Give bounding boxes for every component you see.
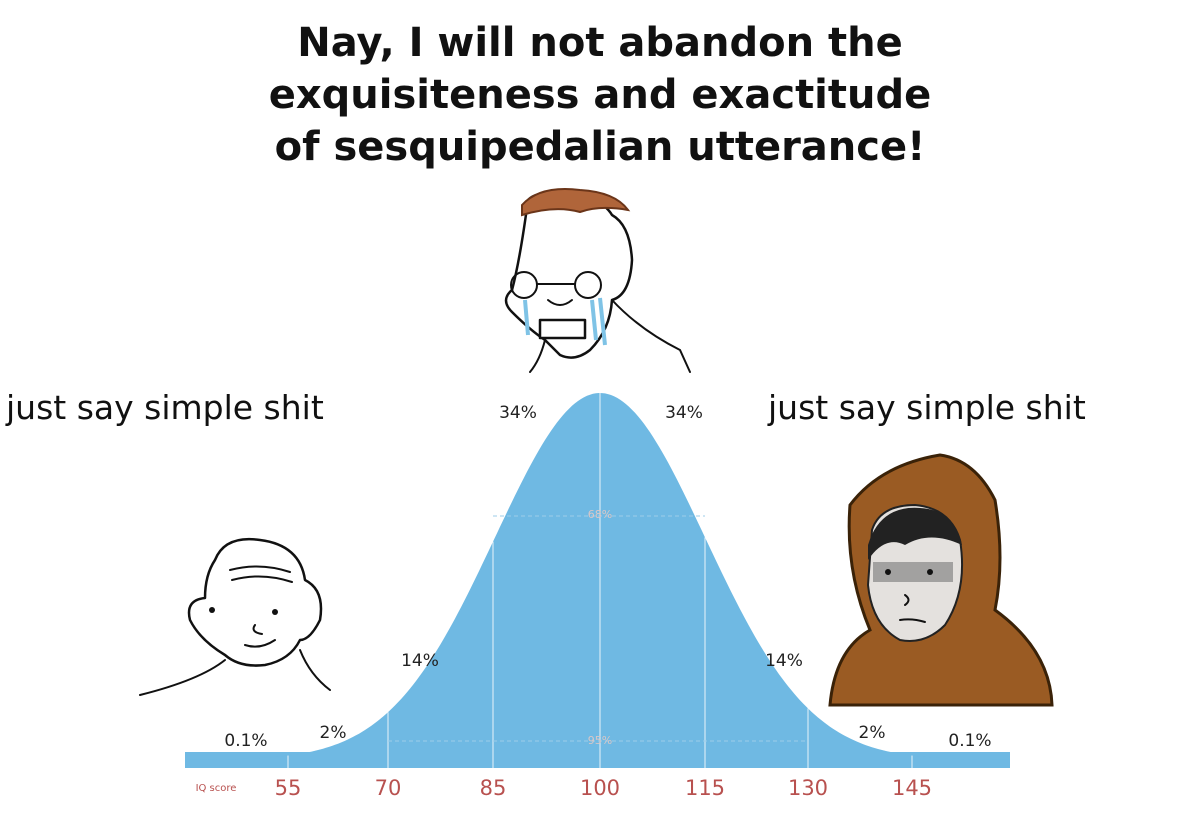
score-label: 145 [892, 776, 932, 800]
score-label: 85 [480, 776, 507, 800]
percent-label: 14% [401, 651, 439, 671]
percent-label: 2% [859, 723, 886, 743]
inner-label: 68% [588, 508, 612, 521]
percent-label: 2% [320, 723, 347, 743]
percent-label: 0.1% [224, 731, 267, 751]
inner-label: 95% [588, 734, 612, 747]
score-label: 115 [685, 776, 725, 800]
caption-left: just say simple shit [5, 388, 324, 427]
percent-label: 34% [499, 403, 537, 423]
axis-label: IQ score [196, 783, 237, 794]
percent-label: 34% [665, 403, 703, 423]
score-label: 55 [275, 776, 302, 800]
bell-shape [185, 393, 1010, 760]
score-label: 130 [788, 776, 828, 800]
title-line: Nay, I will not abandon the [297, 20, 903, 66]
caption-right: just say simple shit [767, 388, 1086, 427]
left-character [139, 537, 331, 696]
score-label: 70 [375, 776, 402, 800]
title-line: of sesquipedalian utterance! [275, 124, 926, 170]
title-line: exquisiteness and exactitude [269, 72, 932, 118]
score-label: 100 [580, 776, 620, 800]
right-character [828, 453, 1054, 707]
middle-character [504, 188, 691, 373]
percent-label: 14% [765, 651, 803, 671]
bell-curve: 0.1% 2% 14% 34% 34% 14% 2% 0.1% 68% 95% IQ score 55… [185, 393, 1010, 800]
percent-label: 0.1% [948, 731, 991, 751]
